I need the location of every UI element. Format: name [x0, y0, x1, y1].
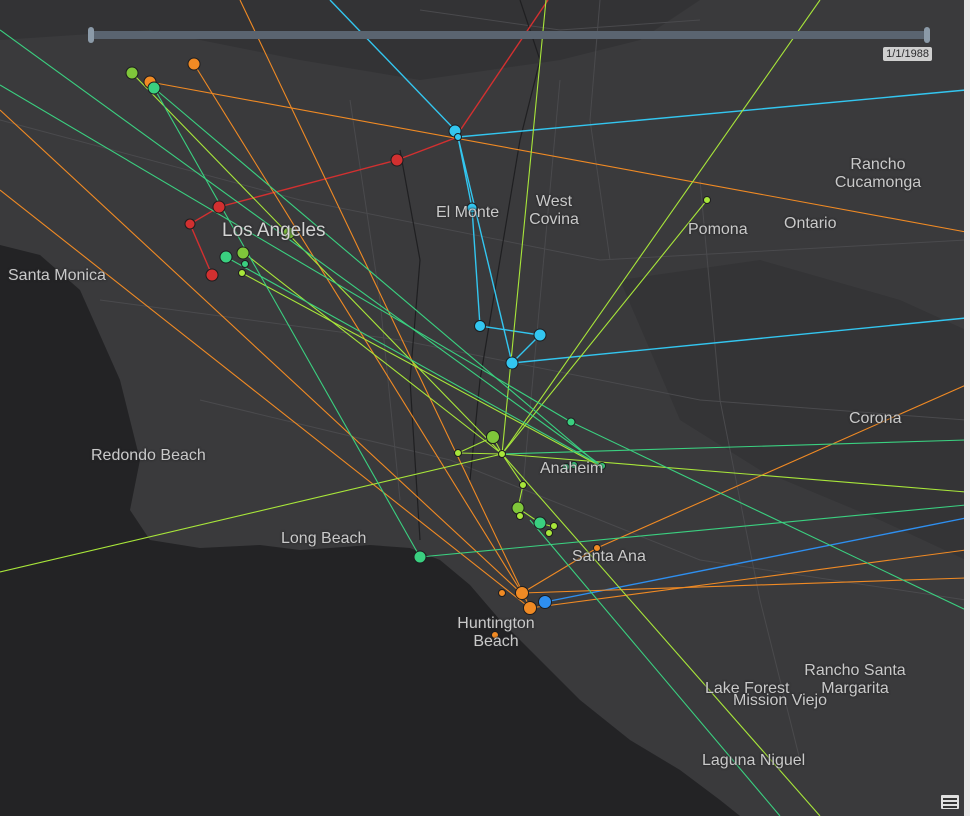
scrollbar[interactable]	[964, 0, 970, 816]
ocean	[0, 245, 740, 816]
city-label: Los Angeles	[222, 220, 326, 241]
point-marker[interactable]	[236, 246, 250, 260]
point-marker[interactable]	[516, 512, 524, 520]
point-marker[interactable]	[523, 601, 537, 615]
route-points	[125, 57, 711, 639]
point-marker[interactable]	[538, 595, 552, 609]
point-marker[interactable]	[519, 481, 527, 489]
point-marker[interactable]	[533, 516, 547, 530]
route-red	[189, 0, 549, 276]
city-label: Laguna Niguel	[702, 752, 806, 769]
point-marker[interactable]	[562, 463, 570, 471]
point-marker[interactable]	[466, 202, 478, 214]
point-marker[interactable]	[566, 417, 576, 427]
mountain-area	[0, 0, 700, 80]
city-label: Pomona	[688, 221, 748, 238]
route-blue	[544, 517, 967, 603]
point-marker[interactable]	[505, 356, 519, 370]
city-label: Santa Monica	[8, 267, 106, 284]
city-label: Santa Ana	[572, 548, 646, 565]
point-marker[interactable]	[533, 328, 547, 342]
point-marker[interactable]	[486, 430, 500, 444]
time-slider-end-handle[interactable]	[924, 27, 930, 43]
point-marker[interactable]	[511, 501, 525, 515]
point-marker[interactable]	[184, 218, 196, 230]
point-marker[interactable]	[282, 226, 296, 240]
point-marker[interactable]	[545, 529, 553, 537]
legend-icon[interactable]	[940, 794, 960, 810]
point-marker[interactable]	[219, 250, 233, 264]
point-marker[interactable]	[703, 196, 711, 204]
point-marker[interactable]	[491, 631, 499, 639]
point-marker[interactable]	[474, 320, 486, 332]
route-green	[0, 29, 967, 816]
point-marker[interactable]	[515, 586, 529, 600]
point-marker[interactable]	[498, 589, 506, 597]
city-label: West Covina	[529, 193, 579, 228]
point-marker[interactable]	[238, 269, 246, 277]
time-slider-track[interactable]	[90, 31, 928, 39]
city-label: Anaheim	[540, 460, 604, 477]
point-marker[interactable]	[550, 522, 558, 530]
point-marker[interactable]	[593, 544, 601, 552]
city-label: Mission Viejo	[733, 692, 827, 709]
city-label: Ontario	[784, 215, 837, 232]
point-marker[interactable]	[390, 153, 404, 167]
point-marker[interactable]	[125, 66, 139, 80]
route-cyan-east	[457, 89, 967, 138]
point-marker[interactable]	[413, 550, 427, 564]
city-label: Huntington Beach	[457, 615, 535, 650]
city-label: Rancho Cucamonga	[834, 156, 922, 191]
city-label: Rancho Santa Margarita	[804, 662, 906, 697]
point-marker[interactable]	[454, 449, 462, 457]
point-marker[interactable]	[187, 57, 201, 71]
point-marker[interactable]	[147, 81, 161, 95]
route-cyan-east2	[511, 317, 967, 364]
point-marker[interactable]	[498, 450, 506, 458]
city-label: Redondo Beach	[91, 447, 206, 464]
point-marker[interactable]	[598, 462, 606, 470]
city-label: Long Beach	[281, 530, 367, 547]
time-slider-start-handle[interactable]	[88, 27, 94, 43]
point-marker[interactable]	[570, 461, 578, 469]
point-marker[interactable]	[212, 200, 226, 214]
road-network	[0, 0, 967, 761]
point-marker[interactable]	[241, 260, 249, 268]
city-label: El Monte	[436, 204, 500, 221]
city-label: Corona	[849, 410, 902, 427]
point-marker[interactable]	[454, 133, 462, 141]
time-slider-date-label: 1/1/1988	[883, 47, 932, 61]
point-marker[interactable]	[205, 268, 219, 282]
route-orange	[0, 0, 967, 609]
city-label: Lake Forest	[705, 680, 790, 697]
